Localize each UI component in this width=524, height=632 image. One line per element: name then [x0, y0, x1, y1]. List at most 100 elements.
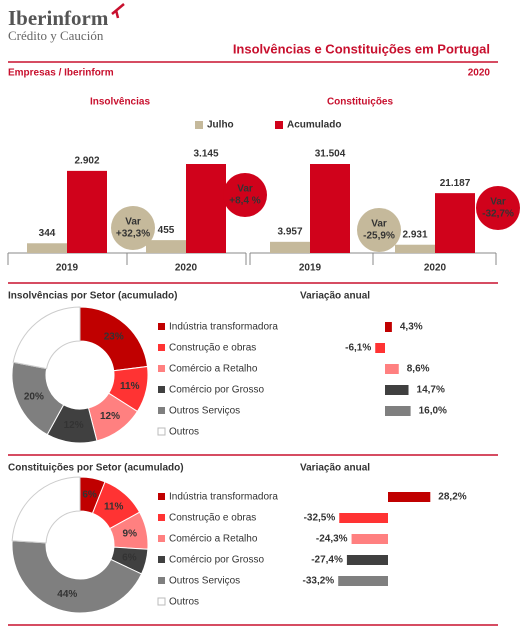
slice-label: 23%	[104, 331, 124, 342]
value-label: 455	[158, 225, 175, 236]
donut-slice	[12, 306, 81, 370]
slice-label: 9%	[123, 529, 138, 540]
change-bubble	[357, 208, 401, 252]
legend-swatch	[158, 407, 165, 414]
chart-title: Constituições por Setor (acumulado)	[8, 463, 184, 474]
value-label: -27,4%	[311, 555, 343, 566]
bar	[385, 406, 411, 416]
x-tick-label: 2019	[56, 263, 79, 274]
legend-label: Comércio por Grosso	[169, 555, 264, 566]
bar	[146, 240, 186, 253]
legend-label: Acumulado	[287, 120, 341, 131]
legend-swatch	[158, 344, 165, 351]
x-tick-label: 2020	[175, 263, 198, 274]
slice-label: 11%	[120, 381, 140, 392]
legend-swatch	[158, 577, 165, 584]
legend-swatch	[157, 427, 166, 436]
legend-label: Indústria transformadora	[169, 492, 278, 503]
slice-label: 44%	[57, 589, 77, 600]
slice-label: 12%	[64, 420, 84, 431]
legend-label: Outros Serviços	[169, 406, 240, 417]
change-title: Var	[371, 219, 387, 230]
brand-logo	[111, 3, 125, 19]
donut-slice	[11, 476, 81, 544]
legend-swatch	[158, 535, 165, 542]
bar	[435, 193, 475, 253]
legend-swatch	[158, 556, 165, 563]
bar	[338, 576, 388, 586]
change-bubble	[223, 173, 267, 217]
bar	[375, 343, 385, 353]
chart-title: Constituições	[327, 97, 394, 108]
value-label: 4,3%	[400, 322, 423, 333]
bar	[310, 164, 350, 253]
value-label: 3.957	[277, 226, 302, 237]
x-tick-label: 2020	[424, 263, 447, 274]
value-label: 8,6%	[407, 364, 430, 375]
legend-swatch	[195, 121, 203, 129]
value-label: -33,2%	[303, 576, 335, 587]
slice-label: 6%	[122, 552, 137, 563]
value-label: 3.145	[193, 149, 218, 160]
value-label: 31.504	[315, 149, 346, 160]
bar	[270, 241, 310, 253]
value-label: 14,7%	[417, 385, 445, 396]
year: 2020	[468, 68, 491, 79]
tagline: Crédito y Caución	[8, 28, 104, 43]
slice-label: 11%	[104, 501, 124, 512]
legend-swatch	[275, 121, 283, 129]
legend-label: Comércio a Retalho	[169, 364, 258, 375]
change-title: Var	[490, 197, 506, 208]
bar	[27, 243, 67, 253]
slice-label: 12%	[100, 411, 120, 422]
change-bubble	[476, 186, 520, 230]
bar	[385, 322, 392, 332]
legend-label: Julho	[207, 120, 234, 131]
change-title: Var	[125, 217, 141, 228]
value-label: -6,1%	[345, 343, 371, 354]
value-label: -24,3%	[316, 534, 348, 545]
value-label: 2.902	[74, 156, 99, 167]
legend-label: Outros	[169, 427, 199, 438]
legend-swatch	[158, 365, 165, 372]
bar	[186, 164, 226, 253]
legend-swatch	[157, 597, 166, 606]
value-label: 21.187	[440, 178, 471, 189]
bar	[385, 385, 409, 395]
legend-label: Construção e obras	[169, 343, 256, 354]
legend-swatch	[158, 514, 165, 521]
value-label: 344	[39, 228, 56, 239]
bar	[351, 534, 388, 544]
legend-label: Comércio por Grosso	[169, 385, 264, 396]
legend-label: Outros	[169, 597, 199, 608]
chart-title: Insolvências	[90, 97, 150, 108]
slice-label: 6%	[82, 490, 97, 501]
legend-label: Comércio a Retalho	[169, 534, 258, 545]
value-label: 28,2%	[438, 492, 466, 503]
change-label: +8,4 %	[229, 196, 261, 207]
change-bubble	[111, 206, 155, 250]
chart-title: Insolvências por Setor (acumulado)	[8, 291, 177, 302]
bar	[346, 555, 388, 565]
chart-title: Variação anual	[300, 463, 370, 474]
change-label: -25,9%	[363, 231, 395, 242]
legend-swatch	[158, 386, 165, 393]
legend-swatch	[158, 493, 165, 500]
bar	[339, 513, 388, 523]
donut-slice	[11, 540, 143, 614]
slice-label: 20%	[24, 391, 44, 402]
x-tick-label: 2019	[299, 263, 322, 274]
change-label: +32,3%	[116, 229, 150, 240]
legend-label: Construção e obras	[169, 513, 256, 524]
legend-swatch	[158, 323, 165, 330]
chart-title: Variação anual	[300, 291, 370, 302]
brand: Iberinform	[8, 6, 109, 30]
bar	[67, 170, 107, 253]
bar	[385, 364, 399, 374]
bar	[395, 244, 435, 253]
change-title: Var	[237, 184, 253, 195]
source: Empresas / Iberinform	[8, 68, 114, 79]
legend-label: Outros Serviços	[169, 576, 240, 587]
change-label: -32,7%	[482, 209, 514, 220]
